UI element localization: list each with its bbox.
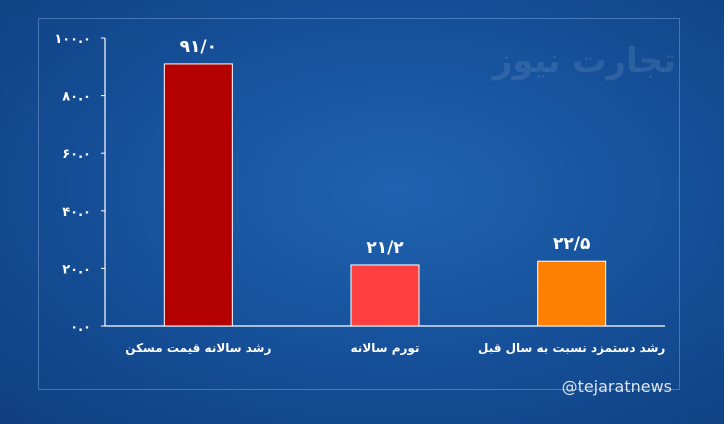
chart-frame xyxy=(38,18,680,390)
y-tick-label: ۶۰.۰ xyxy=(62,147,91,162)
y-tick-label: ۰.۰ xyxy=(70,320,91,335)
twitter-handle: @tejaratnews xyxy=(562,377,672,396)
data-label: ۲۲/۵ xyxy=(553,234,590,254)
category-label: رشد دستمزد نسبت به سال قبل xyxy=(478,341,665,355)
chart-labels: ۹۱/۰ رشد سالانه قیمت مسکن ۲۱/۲ تورم سالانه ۲… xyxy=(125,37,665,356)
watermark-logo: تجارت نیوز xyxy=(491,41,676,81)
y-tick-label: ۲۰.۰ xyxy=(62,262,91,277)
bar xyxy=(350,264,420,327)
chart-axes: ۰.۰ ۲۰.۰ ۴۰.۰ ۶۰.۰ ۸۰.۰ ۱۰۰.۰ xyxy=(54,32,665,335)
bar xyxy=(163,63,233,327)
category-label: تورم سالانه xyxy=(351,341,420,356)
y-tick-label: ۱۰۰.۰ xyxy=(54,32,91,47)
category-label: رشد سالانه قیمت مسکن xyxy=(125,341,271,355)
y-tick-label: ۴۰.۰ xyxy=(62,205,91,220)
data-label: ۹۱/۰ xyxy=(180,37,217,57)
chart-bars xyxy=(163,63,607,327)
y-tick-label: ۸۰.۰ xyxy=(62,90,91,105)
bar xyxy=(537,260,607,327)
data-label: ۲۱/۲ xyxy=(366,238,404,258)
